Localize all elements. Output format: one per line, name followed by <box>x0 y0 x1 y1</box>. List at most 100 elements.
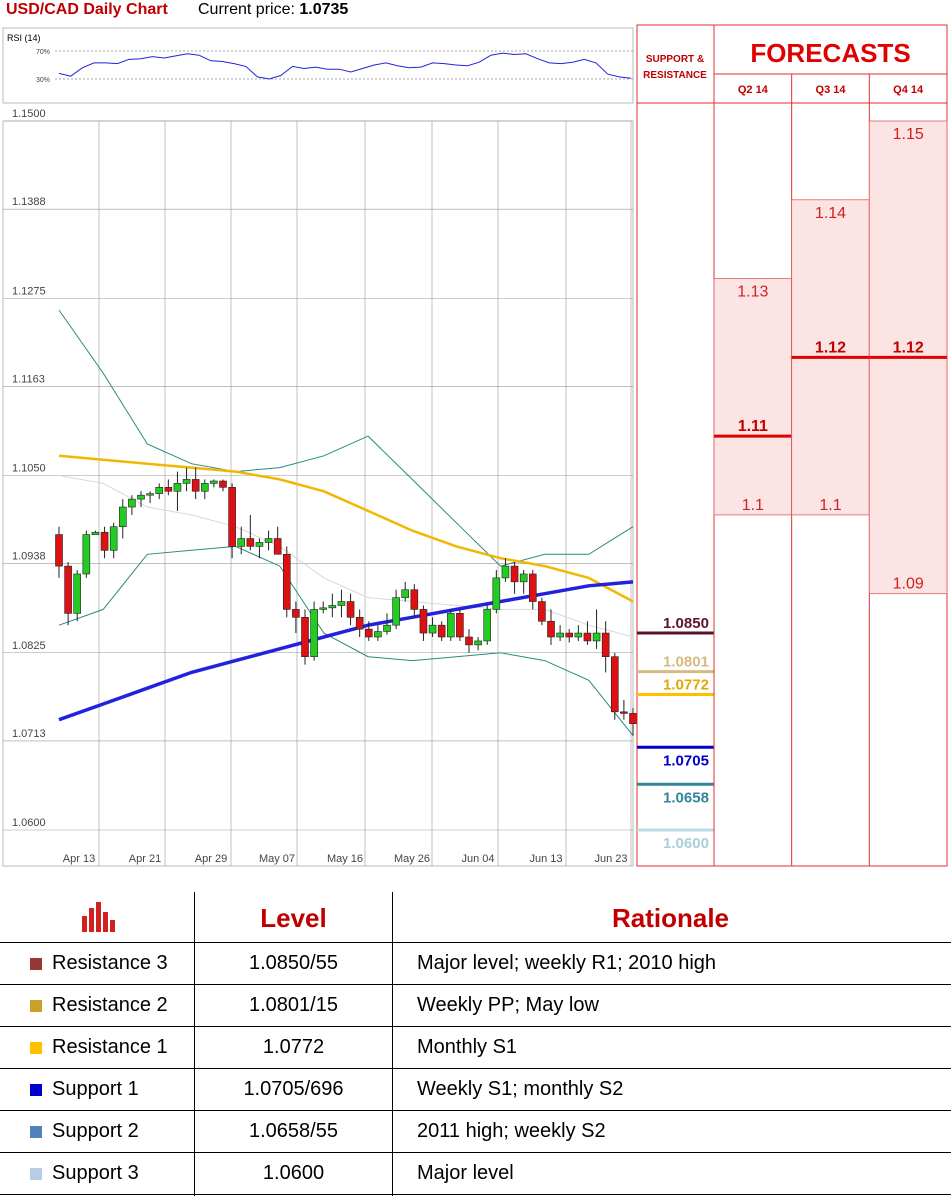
level-value: 1.0850/55 <box>249 952 338 974</box>
forecast-low-value: 1.1 <box>819 497 841 514</box>
forecast-mid-value: 1.12 <box>893 339 924 356</box>
y-tick-label: 1.1500 <box>12 108 46 120</box>
level-name: Support 2 <box>52 1120 139 1142</box>
candle-body <box>319 607 328 610</box>
candle-body <box>273 538 282 555</box>
x-tick-label: May 16 <box>327 853 363 865</box>
candle-body <box>556 632 564 638</box>
candle-body <box>374 631 382 638</box>
icon-bar <box>89 908 94 932</box>
candle-body <box>118 506 127 528</box>
candle-body <box>364 628 373 638</box>
candle-body <box>155 487 164 494</box>
level-color-swatch <box>30 1168 42 1180</box>
sr-level-value: 1.0600 <box>663 835 709 852</box>
candle-body <box>483 609 492 642</box>
candle-body <box>538 601 546 622</box>
level-name: Resistance 1 <box>52 1036 168 1058</box>
rationale-header: Rationale <box>611 903 730 933</box>
y-tick-label: 1.0938 <box>12 551 46 563</box>
sr-column <box>636 24 715 867</box>
level-header: Level <box>260 903 327 933</box>
candle-body <box>620 711 628 714</box>
table-divider <box>194 892 195 1196</box>
rsi-level-label: 70% <box>36 49 50 56</box>
moving-average-yellow <box>58 454 634 603</box>
candle-body <box>601 632 610 657</box>
forecast-high-value: 1.13 <box>737 284 768 301</box>
table-row: Resistance 1 1.0772 Monthly S1 <box>0 1027 951 1069</box>
sr-level-value: 1.0850 <box>663 615 709 632</box>
candle-body <box>282 553 291 610</box>
y-tick-label: 1.0600 <box>12 817 46 829</box>
y-tick-label: 1.1050 <box>12 463 46 475</box>
bollinger-lower-line <box>58 545 634 736</box>
candle-body <box>191 479 200 492</box>
sr-label: RESISTANCE <box>643 70 707 81</box>
x-tick-label: May 26 <box>394 853 430 865</box>
candle-body <box>337 601 346 606</box>
chart-title: USD/CAD Daily Chart <box>6 1 168 18</box>
y-tick-label: 1.0713 <box>12 728 46 740</box>
level-name: Resistance 3 <box>52 952 168 974</box>
level-color-swatch <box>30 1084 42 1096</box>
forecast-quarter-label: Q4 14 <box>893 84 924 96</box>
level-name: Resistance 2 <box>52 994 168 1016</box>
candle-body <box>182 479 191 484</box>
candle-body <box>437 624 446 638</box>
level-color-swatch <box>30 1126 42 1138</box>
level-value: 1.0658/55 <box>249 1120 338 1142</box>
rsi-panel-frame <box>2 27 634 104</box>
table-header-row: Level Rationale <box>0 890 951 943</box>
candle-body <box>428 624 437 634</box>
candle-body <box>246 538 255 547</box>
candle-body <box>383 624 391 632</box>
table-divider <box>392 892 393 1196</box>
chart-header: USD/CAD Daily Chart Current price: 1.073… <box>0 0 636 24</box>
candle-body <box>128 498 136 508</box>
candle-body <box>255 542 264 547</box>
x-tick-label: Apr 29 <box>195 853 227 865</box>
candle-body <box>565 632 574 638</box>
candle-body <box>55 534 63 567</box>
level-color-swatch <box>30 958 42 970</box>
forecast-title: FORECASTS <box>750 38 910 68</box>
x-tick-label: Jun 04 <box>461 853 494 865</box>
candle-body <box>465 636 473 646</box>
candle-body <box>492 577 501 610</box>
candle-body <box>528 573 537 602</box>
level-value: 1.0772 <box>262 1036 325 1058</box>
candle-body <box>219 480 227 488</box>
table-row: Resistance 3 1.0850/55 Major level; weekly… <box>0 943 951 985</box>
candle-body <box>346 601 355 618</box>
bollinger-mid-line <box>58 475 634 638</box>
candle-body <box>228 487 236 547</box>
candle-body <box>547 620 555 638</box>
candle-body <box>392 597 400 626</box>
sr-level-value: 1.0658 <box>663 789 709 806</box>
y-tick-label: 1.1275 <box>12 285 46 297</box>
candle-body <box>292 609 300 618</box>
x-tick-label: Jun 23 <box>594 853 627 865</box>
level-name: Support 1 <box>52 1078 139 1100</box>
candle-body <box>82 534 91 575</box>
sr-level-value: 1.0705 <box>663 752 709 769</box>
forecast-low-value: 1.09 <box>893 576 924 593</box>
candle-body <box>237 538 246 547</box>
icon-bar <box>110 920 115 932</box>
forecast-high-value: 1.14 <box>815 205 846 222</box>
candle-body <box>328 605 337 609</box>
y-tick-label: 1.1388 <box>12 196 46 208</box>
level-rationale: Monthly S1 <box>417 1036 518 1058</box>
candle-body <box>301 616 309 657</box>
candle-body <box>264 538 273 543</box>
candle-body <box>583 632 592 642</box>
forecast-range-box <box>713 278 793 516</box>
candle-body <box>574 632 583 638</box>
level-name: Support 3 <box>52 1162 139 1184</box>
x-tick-label: May 07 <box>259 853 295 865</box>
icon-bar <box>103 912 108 932</box>
level-value: 1.0705/696 <box>243 1078 344 1100</box>
candle-body <box>456 613 464 638</box>
sr-level-value: 1.0801 <box>663 654 709 671</box>
